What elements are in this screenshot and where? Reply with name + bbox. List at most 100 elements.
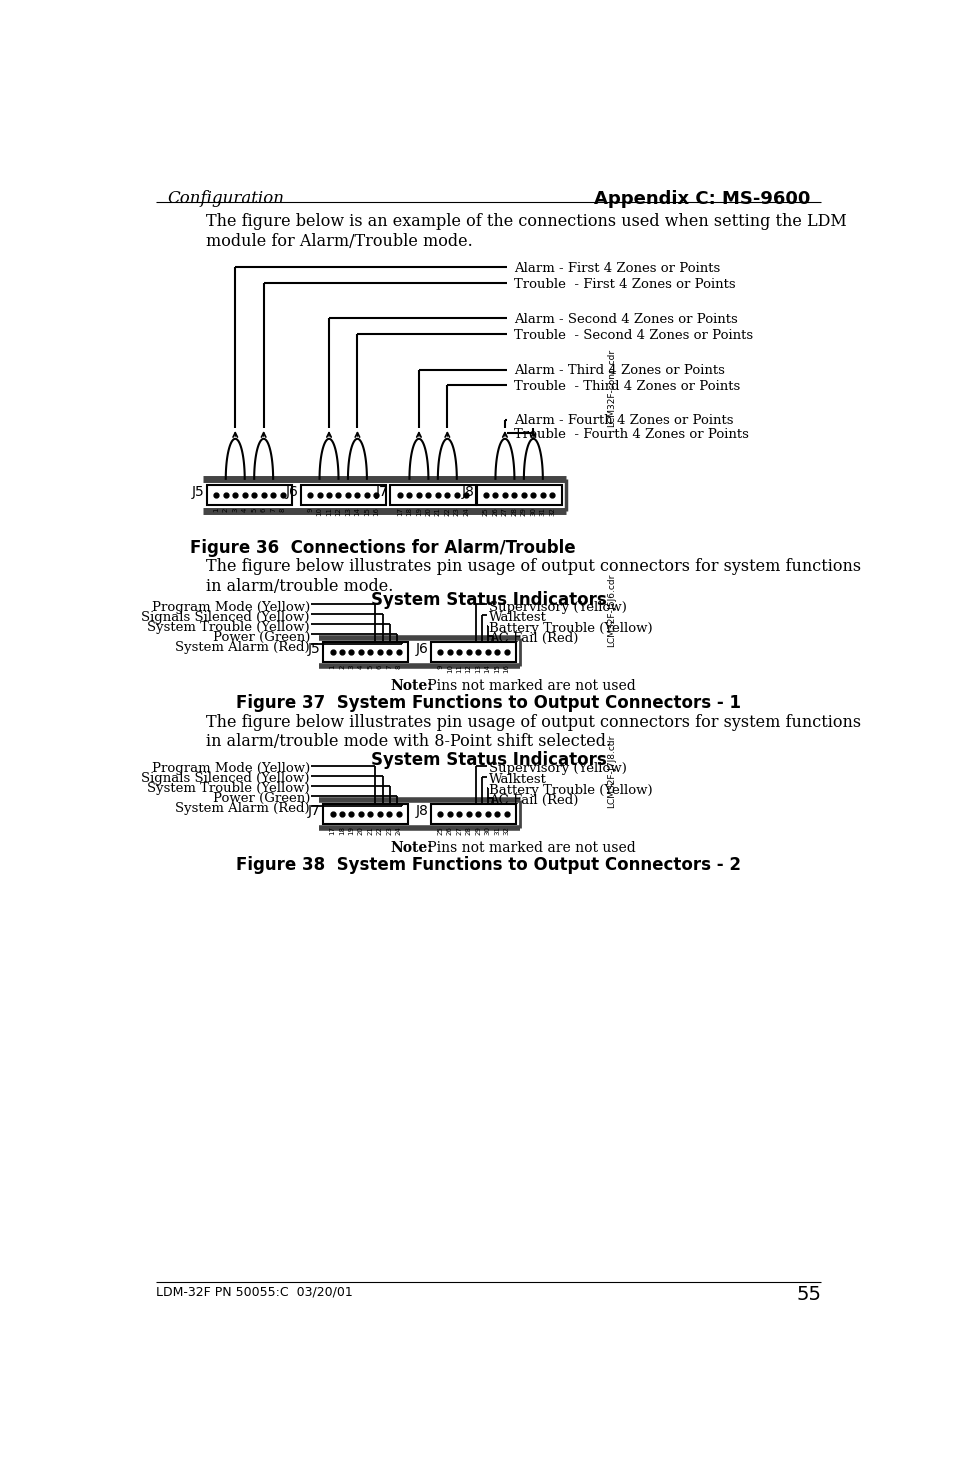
Text: LCM32F-conn.cdr: LCM32F-conn.cdr (606, 350, 616, 428)
Text: 2: 2 (338, 664, 345, 668)
Text: System Alarm (Red): System Alarm (Red) (175, 802, 310, 816)
Text: 3: 3 (348, 664, 355, 668)
Text: 26: 26 (492, 507, 498, 516)
Text: LCM32F-J7J8.cdr: LCM32F-J7J8.cdr (606, 735, 616, 808)
Text: 11: 11 (456, 664, 462, 674)
Text: Note:: Note: (390, 678, 433, 693)
Text: 13: 13 (475, 664, 480, 674)
Text: 23: 23 (454, 507, 459, 516)
Text: J7: J7 (308, 804, 320, 817)
Text: Trouble  - Third 4 Zones or Points: Trouble - Third 4 Zones or Points (514, 379, 740, 392)
Text: 26: 26 (446, 826, 453, 835)
Text: 25: 25 (436, 826, 443, 835)
Text: 55: 55 (796, 1285, 821, 1304)
Text: 17: 17 (396, 507, 402, 516)
Text: Figure 37  System Functions to Output Connectors - 1: Figure 37 System Functions to Output Con… (236, 695, 740, 712)
Text: 7: 7 (270, 507, 275, 512)
Text: Signals Silenced (Yellow): Signals Silenced (Yellow) (141, 611, 310, 624)
Text: 1: 1 (329, 664, 335, 668)
Text: LCM32F-J5J6.cdr: LCM32F-J5J6.cdr (606, 574, 616, 646)
Text: Appendix C: MS-9600: Appendix C: MS-9600 (594, 190, 810, 208)
Text: J6: J6 (285, 485, 298, 499)
Text: Figure 38  System Functions to Output Connectors - 2: Figure 38 System Functions to Output Con… (236, 855, 740, 875)
Text: Power (Green): Power (Green) (213, 792, 310, 805)
Text: 5: 5 (367, 664, 373, 668)
FancyBboxPatch shape (323, 804, 408, 825)
Text: 15: 15 (494, 664, 499, 673)
Text: J6: J6 (416, 642, 428, 656)
Text: 22: 22 (376, 826, 382, 835)
Text: Signals Silenced (Yellow): Signals Silenced (Yellow) (141, 773, 310, 785)
Text: 3: 3 (232, 507, 238, 512)
Text: 4: 4 (241, 507, 248, 512)
Text: Alarm - Second 4 Zones or Points: Alarm - Second 4 Zones or Points (514, 313, 738, 326)
Text: 29: 29 (520, 507, 526, 516)
Text: 17: 17 (329, 826, 335, 835)
Text: 30: 30 (484, 826, 490, 835)
Text: 14: 14 (484, 664, 490, 673)
Text: Power (Green): Power (Green) (213, 630, 310, 643)
Text: 18: 18 (338, 826, 345, 835)
Text: Program Mode (Yellow): Program Mode (Yellow) (152, 763, 310, 776)
Text: AC Fail (Red): AC Fail (Red) (488, 633, 578, 645)
Text: 28: 28 (511, 507, 517, 516)
Text: 7: 7 (386, 664, 392, 668)
Text: 6: 6 (376, 664, 382, 668)
Text: 11: 11 (326, 507, 332, 516)
Text: Trouble  - Second 4 Zones or Points: Trouble - Second 4 Zones or Points (514, 329, 753, 342)
Text: Trouble  - First 4 Zones or Points: Trouble - First 4 Zones or Points (514, 277, 736, 291)
Text: 16: 16 (373, 507, 379, 516)
Text: System Status Indicators: System Status Indicators (371, 751, 606, 768)
Text: 13: 13 (345, 507, 351, 516)
FancyBboxPatch shape (323, 642, 408, 662)
Text: 15: 15 (363, 507, 370, 516)
Text: J5: J5 (192, 485, 204, 499)
Text: J5: J5 (308, 642, 320, 656)
FancyBboxPatch shape (300, 485, 385, 504)
Text: Pins not marked are not used: Pins not marked are not used (422, 841, 635, 854)
Text: System Alarm (Red): System Alarm (Red) (175, 640, 310, 653)
Text: 14: 14 (355, 507, 360, 516)
Text: 29: 29 (475, 826, 480, 835)
Text: Alarm - Fourth 4 Zones or Points: Alarm - Fourth 4 Zones or Points (514, 414, 733, 428)
Text: 19: 19 (348, 826, 355, 835)
Text: 9: 9 (436, 664, 443, 668)
Text: 28: 28 (465, 826, 471, 835)
Text: LDM-32F PN 50055:C  03/20/01: LDM-32F PN 50055:C 03/20/01 (156, 1285, 353, 1298)
Text: J8: J8 (461, 485, 474, 499)
Text: 25: 25 (482, 507, 489, 516)
Text: Trouble  - Fourth 4 Zones or Points: Trouble - Fourth 4 Zones or Points (514, 428, 749, 441)
Text: 20: 20 (425, 507, 431, 516)
Text: Alarm - Third 4 Zones or Points: Alarm - Third 4 Zones or Points (514, 364, 724, 378)
Text: 27: 27 (501, 507, 507, 516)
Text: The figure below illustrates pin usage of output connectors for system functions: The figure below illustrates pin usage o… (206, 714, 861, 751)
Text: 10: 10 (316, 507, 322, 516)
Text: 22: 22 (444, 507, 450, 516)
Text: 2: 2 (223, 507, 229, 512)
Text: AC Fail (Red): AC Fail (Red) (488, 794, 578, 807)
Text: J8: J8 (416, 804, 428, 817)
Text: Configuration: Configuration (167, 190, 284, 207)
Text: 5: 5 (251, 507, 257, 512)
Text: Walktest: Walktest (488, 773, 546, 786)
Text: 16: 16 (503, 664, 509, 674)
Text: The figure below illustrates pin usage of output connectors for system functions: The figure below illustrates pin usage o… (206, 558, 861, 594)
Text: 6: 6 (260, 507, 267, 512)
Text: 21: 21 (435, 507, 440, 516)
FancyBboxPatch shape (431, 642, 516, 662)
Text: Battery Trouble (Yellow): Battery Trouble (Yellow) (488, 622, 652, 636)
Text: 32: 32 (503, 826, 509, 835)
Text: 31: 31 (539, 507, 545, 516)
Text: 18: 18 (406, 507, 412, 516)
Text: 10: 10 (446, 664, 453, 674)
Text: Pins not marked are not used: Pins not marked are not used (422, 678, 635, 693)
Text: Supervisory (Yellow): Supervisory (Yellow) (488, 763, 626, 776)
Text: 21: 21 (367, 826, 373, 835)
FancyBboxPatch shape (476, 485, 561, 504)
Text: Figure 36  Connections for Alarm/Trouble: Figure 36 Connections for Alarm/Trouble (190, 538, 575, 558)
Text: 27: 27 (456, 826, 462, 835)
Text: 12: 12 (335, 507, 341, 516)
Text: 19: 19 (416, 507, 421, 516)
Text: Program Mode (Yellow): Program Mode (Yellow) (152, 600, 310, 614)
Text: 20: 20 (357, 826, 364, 835)
